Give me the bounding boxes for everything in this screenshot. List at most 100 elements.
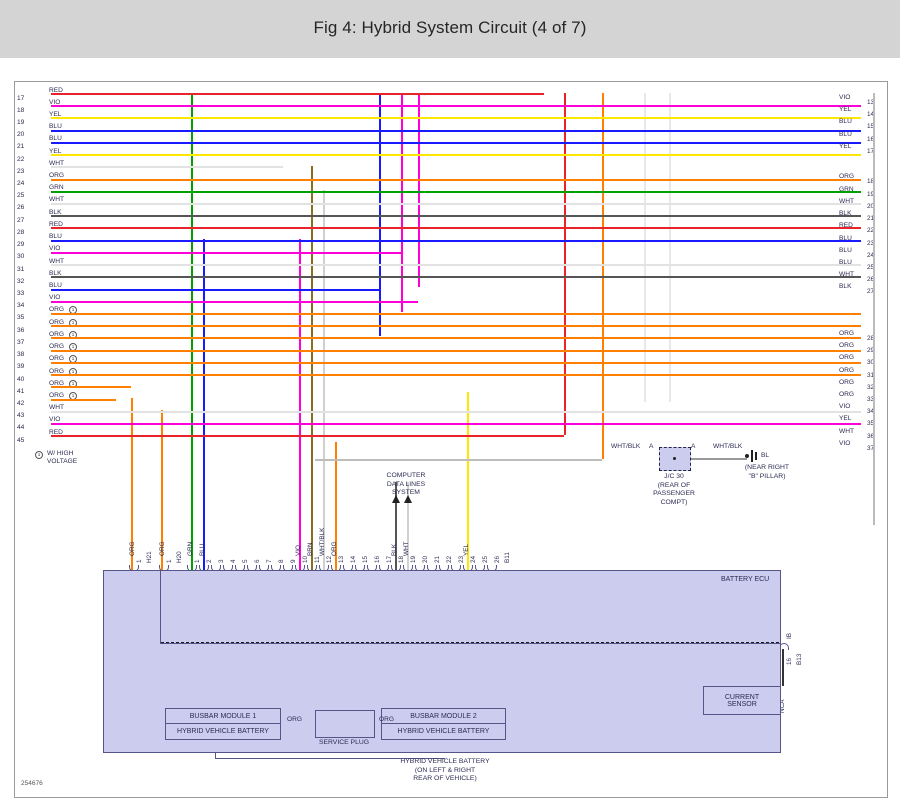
service-plug-box[interactable] [315, 710, 375, 738]
right-wire-label: YEL [839, 142, 852, 150]
wire-run-horizontal [51, 422, 861, 425]
wire-run-horizontal [51, 410, 861, 413]
ecu-bottom-pin-function: IB [786, 632, 793, 639]
ecu-top-pin-number: 11 [313, 556, 321, 563]
ecu-top-pin-number: 4 [229, 559, 237, 563]
left-pin-number: 45 [17, 436, 25, 444]
left-wire-label: BLU [49, 282, 62, 290]
hybrid-vehicle-battery-1[interactable]: HYBRID VEHICLE BATTERY [165, 723, 281, 740]
ecu-top-pin-number: 16 [373, 555, 381, 563]
jc30-left-pin: A [649, 443, 654, 450]
right-pin-number: 34 [867, 408, 875, 416]
wire-run-horizontal [51, 117, 861, 120]
ecu-top-pin-number: 20 [421, 555, 429, 563]
ecu-top-pin-number: 6 [253, 559, 261, 563]
wire-run-horizontal [51, 386, 131, 389]
hybrid-vehicle-battery-2[interactable]: HYBRID VEHICLE BATTERY [381, 723, 506, 740]
cdl-line3: SYSTEM [392, 489, 420, 497]
ecu-top-pin-number: 15 [361, 555, 369, 563]
ecu-top-wire-label: ORG [331, 541, 338, 556]
left-pin-number: 23 [17, 167, 25, 175]
hv-legend-line1: W/ HIGH [47, 450, 74, 457]
ecu-top-connector-id: H21 [146, 551, 153, 563]
ecu-top-pin-number: 25 [481, 555, 489, 563]
right-wire-label: ORG [839, 390, 855, 398]
trunk-yel-s1 [467, 392, 469, 570]
left-pin-number: 30 [17, 253, 25, 261]
right-pin-number: 15 [867, 123, 875, 131]
service-plug-wire-right-label: ORG [379, 716, 395, 723]
wire-run-horizontal [51, 190, 861, 193]
ecu-top-pin-number: 14 [349, 555, 357, 563]
ecu-internal-dashed-bus [161, 642, 779, 643]
ground-icon [745, 454, 749, 458]
trunk-wht-r [644, 93, 646, 402]
right-wire-label: BLK [839, 210, 852, 218]
wire-run-horizontal [51, 374, 861, 377]
trunk-red [564, 93, 566, 435]
trunk-org-gnd [335, 442, 337, 570]
left-wire-label: ORG [49, 379, 65, 387]
ecu-top-connector-id: H20 [176, 551, 183, 563]
left-wire-label: WHT [49, 159, 65, 167]
ecu-top-pin-number: 3 [217, 559, 225, 563]
ecu-bottom-pin-number: 16 [785, 657, 793, 665]
ecu-top-pin-number: 26 [493, 555, 501, 563]
jc30-caption-line2: (REAR OF [657, 481, 691, 489]
ecu-top-pin-number: 2 [205, 559, 213, 563]
jc30-left-lead [315, 459, 602, 461]
left-wire-label: BLU [49, 123, 62, 131]
left-pin-number: 36 [17, 326, 25, 334]
wire-run-horizontal [51, 93, 544, 95]
left-wire-label: ORG [49, 172, 65, 180]
jc30-caption-line1: J/C 30 [664, 473, 684, 480]
jc30-right-wire-label: WHT/BLK [713, 443, 743, 450]
right-wire-label: BLU [839, 118, 852, 126]
jc30-node-dot [673, 457, 676, 460]
can-arrow-icon [404, 495, 412, 503]
left-pin-number: 25 [17, 192, 25, 200]
left-pin-number: 32 [17, 277, 25, 285]
right-pin-number: 23 [867, 239, 875, 247]
current-sensor-box[interactable]: CURRENT SENSOR [703, 686, 781, 715]
battery-caption-bracket-h [215, 758, 445, 759]
left-wire-label: BLU [49, 135, 62, 143]
left-pin-number: 40 [17, 375, 25, 383]
left-pin-number: 41 [17, 387, 25, 395]
busbar-module-1-label: BUSBAR MODULE 1 [189, 713, 257, 720]
left-pin-number: 38 [17, 351, 25, 359]
wire-run-horizontal [51, 105, 861, 108]
right-wire-label: VIO [839, 439, 851, 447]
right-pin-number: 17 [867, 147, 875, 155]
trunk-brn [311, 166, 313, 570]
wire-run-horizontal [51, 166, 283, 169]
ecu-top-wire-label: ORG [159, 541, 166, 556]
left-pin-number: 31 [17, 265, 25, 273]
right-pin-number: 33 [867, 395, 875, 403]
trunk-vio [299, 239, 301, 570]
battery-caption-line1: HYBRID VEHICLE BATTERY [400, 758, 490, 765]
trunk-blu [203, 239, 205, 570]
left-pin-number: 33 [17, 290, 25, 298]
wire-run-vertical [782, 649, 784, 686]
title-bar: Fig 4: Hybrid System Circuit (4 of 7) [0, 0, 900, 58]
right-pin-number: 36 [867, 432, 875, 440]
jc30-left-wire-label: WHT/BLK [611, 443, 641, 450]
wiring-diagram-canvas: 17 RED 18 VIO 19 YEL 20 BLU 21 BLU 22 YEL 23 WHT 24 ORG… [14, 81, 888, 798]
wire-run-horizontal [51, 337, 861, 340]
right-wire-label: YEL [839, 415, 852, 423]
wire-run-horizontal [51, 435, 564, 438]
left-pin-number: 22 [17, 155, 25, 163]
ecu-top-pin-number: 9 [289, 559, 297, 563]
left-wire-label: VIO [49, 245, 61, 253]
right-wire-label: WHT [839, 271, 855, 279]
ecu-bottom-connector-id-b13: B13 [796, 653, 803, 665]
cdl-line2: DATA LINES [386, 480, 426, 488]
jc30-caption-line3: PASSENGER [653, 490, 695, 498]
left-pin-number: 24 [17, 180, 25, 188]
current-sensor-line2: SENSOR [727, 700, 757, 708]
busbar-module-2-label: BUSBAR MODULE 2 [410, 713, 477, 720]
hybrid-vehicle-battery-1-label: HYBRID VEHICLE BATTERY [177, 728, 269, 735]
ecu-top-pin-number: 23 [457, 555, 465, 563]
